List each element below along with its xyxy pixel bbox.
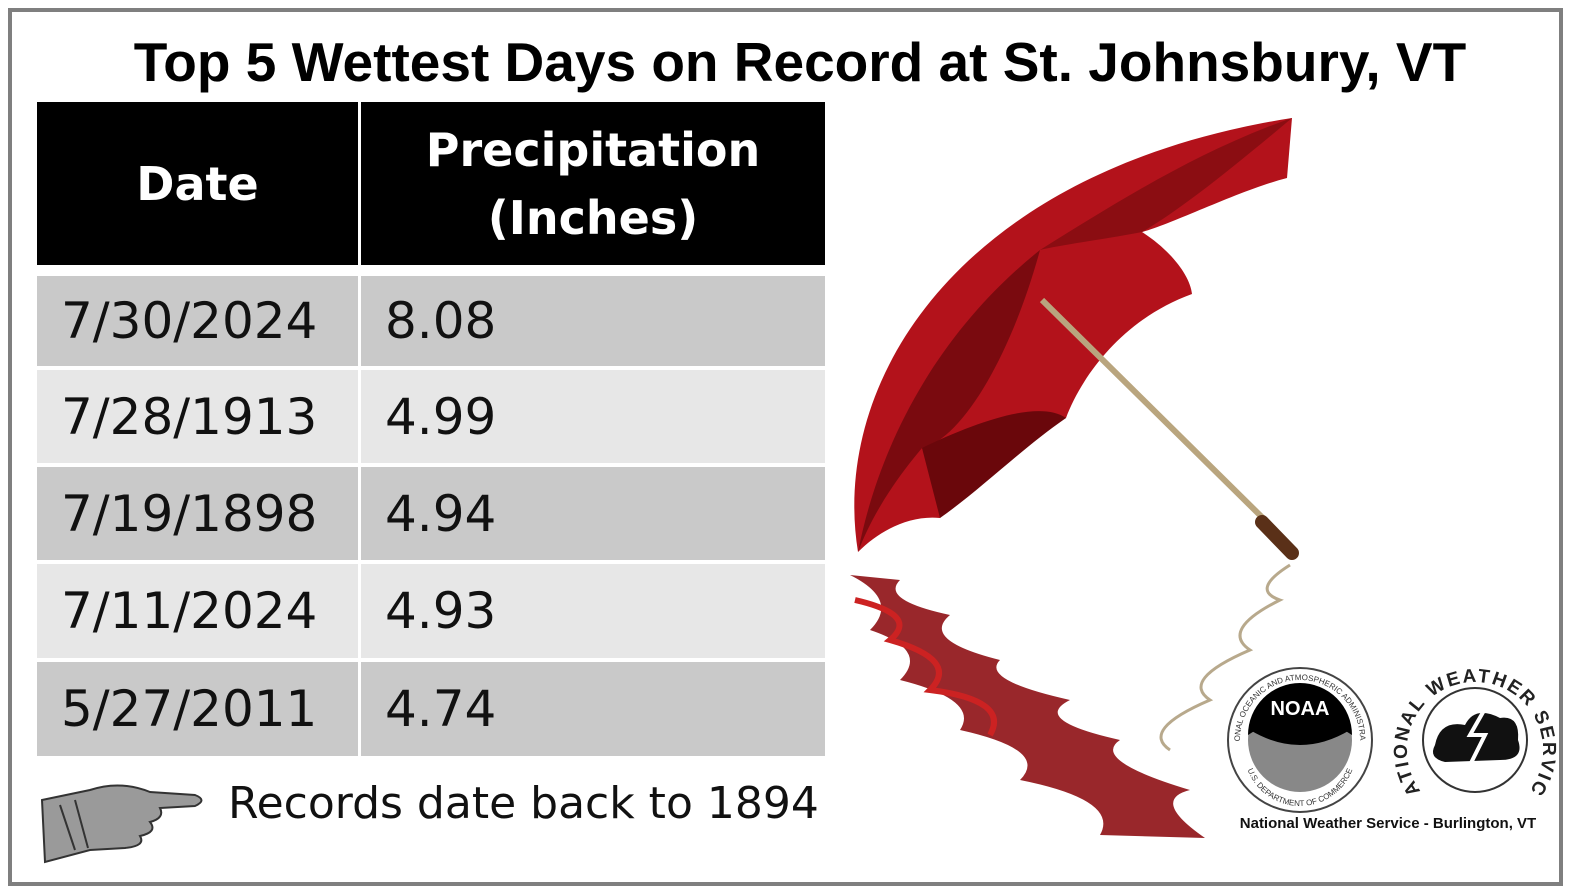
cell: 4.74 bbox=[361, 662, 825, 756]
title: Top 5 Wettest Days on Record at St. John… bbox=[133, 31, 1467, 93]
cell: 7/28/1913 bbox=[37, 370, 358, 463]
noaa-label: NOAA bbox=[1271, 698, 1330, 720]
noaa-ring-top: NATIONAL OCEANIC AND ATMOSPHERIC ADMINIS… bbox=[0, 0, 1367, 741]
cell: 4.93 bbox=[361, 564, 825, 658]
cell: 8.08 bbox=[361, 276, 825, 366]
cell: 4.99 bbox=[361, 370, 825, 463]
cell: 4.94 bbox=[361, 467, 825, 560]
umbrella bbox=[854, 118, 1299, 560]
credit: National Weather Service - Burlington, V… bbox=[1240, 815, 1536, 832]
cell: 7/19/1898 bbox=[37, 467, 358, 560]
hand-icon bbox=[40, 784, 203, 864]
note: Records date back to 1894 bbox=[228, 778, 819, 829]
header-cell: Date bbox=[37, 102, 358, 265]
noaa-logo: NOAA NATIONAL OCEANIC AND ATMOSPHERIC AD… bbox=[0, 0, 1373, 813]
cell: 5/27/2011 bbox=[37, 662, 358, 756]
noaa-ring: NATIONAL OCEANIC AND ATMOSPHERIC ADMINIS… bbox=[0, 0, 1367, 741]
frame bbox=[8, 8, 1563, 886]
reflection bbox=[850, 563, 1291, 838]
header-cell: Precipitation (Inches) bbox=[361, 102, 825, 265]
cell: 7/30/2024 bbox=[37, 276, 358, 366]
cell: 7/11/2024 bbox=[37, 564, 358, 658]
